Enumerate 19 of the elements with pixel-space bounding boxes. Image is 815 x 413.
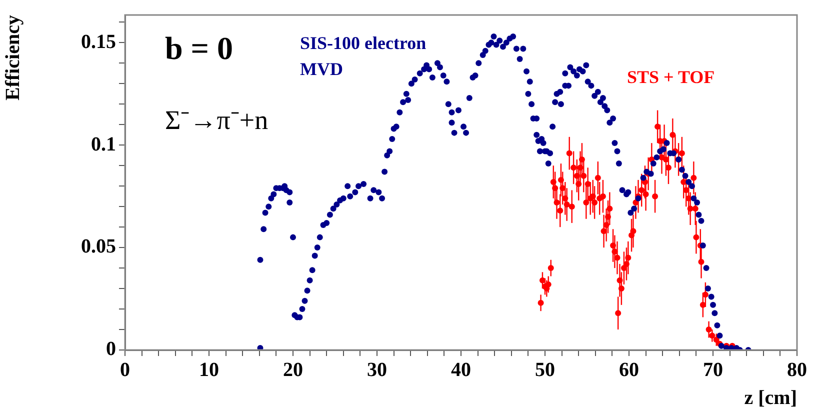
annotation: b = 0 <box>165 30 234 67</box>
x-tick-label: 30 <box>367 359 387 382</box>
x-tick-label: 0 <box>120 359 130 382</box>
x-tick-label: 10 <box>199 359 219 382</box>
y-tick-label: 0 <box>106 338 116 360</box>
y-tick-label: 0.05 <box>81 236 116 258</box>
x-axis-title: z [cm] <box>744 387 797 410</box>
x-tick-label: 60 <box>619 359 639 382</box>
x-tick-label: 50 <box>535 359 555 382</box>
y-tick-label: 0.1 <box>91 133 116 156</box>
x-tick-label: 40 <box>451 359 471 382</box>
annotation: Σ⁻→π⁻+n <box>165 104 268 137</box>
y-tick-label: 0.15 <box>81 30 116 53</box>
text: STS + TOF <box>627 66 716 89</box>
x-tick-label: 80 <box>787 359 807 382</box>
x-tick-label: 20 <box>283 359 303 382</box>
series-label: SIS-100 electron MVD <box>300 32 428 81</box>
y-axis-title: Efficiency <box>2 15 24 101</box>
x-tick-label: 70 <box>703 359 723 382</box>
